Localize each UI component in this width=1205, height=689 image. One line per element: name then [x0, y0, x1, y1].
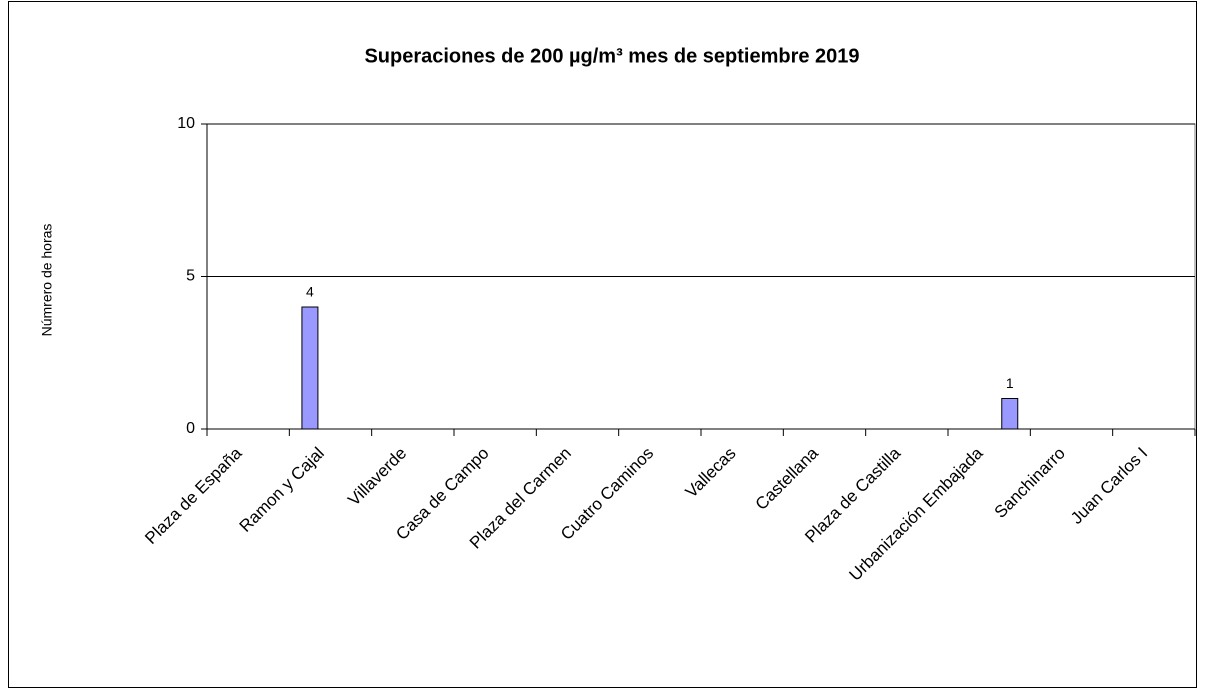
- y-axis-label: Númrero de horas: [39, 224, 55, 337]
- chart-border: [8, 1, 1197, 688]
- chart-title: Superaciones de 200 µg/m³ mes de septiem…: [364, 45, 859, 67]
- y-tick-label: 10: [177, 115, 195, 132]
- y-tick-label: 0: [186, 420, 195, 437]
- bar: [1001, 398, 1019, 430]
- data-label: 1: [1006, 375, 1014, 391]
- y-tick-label: 5: [186, 268, 195, 285]
- data-label: 4: [306, 284, 314, 300]
- bar: [301, 306, 319, 430]
